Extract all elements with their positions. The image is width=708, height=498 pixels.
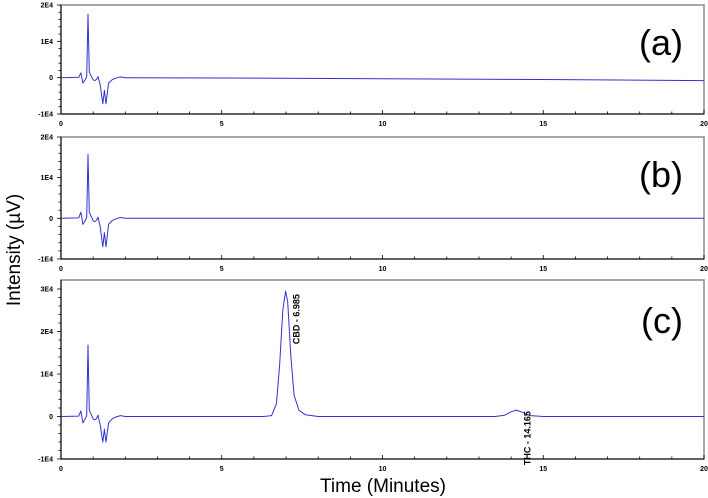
y-tick-label: 3E4	[41, 287, 54, 294]
x-tick-label: 5	[220, 266, 224, 273]
plot-frame	[60, 136, 705, 260]
x-tick-label: 0	[59, 266, 63, 273]
panel-a: 0 5 10 15 20 -1E4 0 1E4 2E4 (a)	[38, 3, 708, 129]
x-tick-label: 10	[379, 266, 387, 273]
y-tick-label: 1E4	[41, 372, 54, 379]
x-tick-label: 20	[700, 266, 708, 273]
y-tick-label: 2E4	[41, 329, 54, 336]
x-tick-label: 20	[700, 466, 708, 473]
y-tick-label: -1E4	[38, 112, 53, 119]
y-tick-label: 1E4	[41, 39, 54, 46]
peak-annotation: CBD - 6.985	[292, 294, 302, 344]
x-tick-label: 5	[220, 121, 224, 128]
y-tick-label: 0	[49, 75, 53, 82]
y-tick-label: 1E4	[41, 175, 54, 182]
y-tick-label: -1E4	[38, 457, 53, 464]
x-tick-label: 15	[539, 266, 547, 273]
y-tick-label: -1E4	[38, 257, 53, 264]
y-tick-label: 2E4	[41, 3, 54, 10]
panel-label-a: (a)	[639, 22, 683, 63]
y-axis-title: Intensity (µV)	[4, 194, 25, 306]
chromatogram-trace	[60, 13, 705, 105]
plot-frame	[60, 4, 705, 115]
panel-label-c: (c)	[641, 300, 683, 341]
x-tick-label: 0	[59, 121, 63, 128]
panel-label-b: (b)	[639, 154, 683, 195]
x-tick-label: 15	[539, 466, 547, 473]
panel-b: 0 5 10 15 20 -1E4 0 1E4 2E4 (b)	[38, 135, 708, 274]
x-tick-label: 20	[700, 121, 708, 128]
chromatogram-trace	[60, 290, 704, 443]
x-axis-title: Time (Minutes)	[320, 476, 446, 497]
y-tick-label: 2E4	[41, 135, 54, 142]
y-tick-label: 0	[49, 414, 53, 421]
x-tick-label: 5	[220, 466, 224, 473]
panel-c: 0 5 10 15 20 -1E4 0 1E4 2E4 3E4 (c) CBD - 6.985 THC …	[38, 279, 708, 473]
peak-annotation: THC - 14.165	[522, 411, 532, 465]
plot-frame	[60, 279, 705, 460]
x-tick-label: 10	[379, 466, 387, 473]
x-tick-label: 15	[539, 121, 547, 128]
chromatogram-trace	[60, 154, 704, 248]
x-tick-label: 10	[379, 121, 387, 128]
y-tick-label: 0	[49, 216, 53, 223]
x-tick-label: 0	[59, 466, 63, 473]
